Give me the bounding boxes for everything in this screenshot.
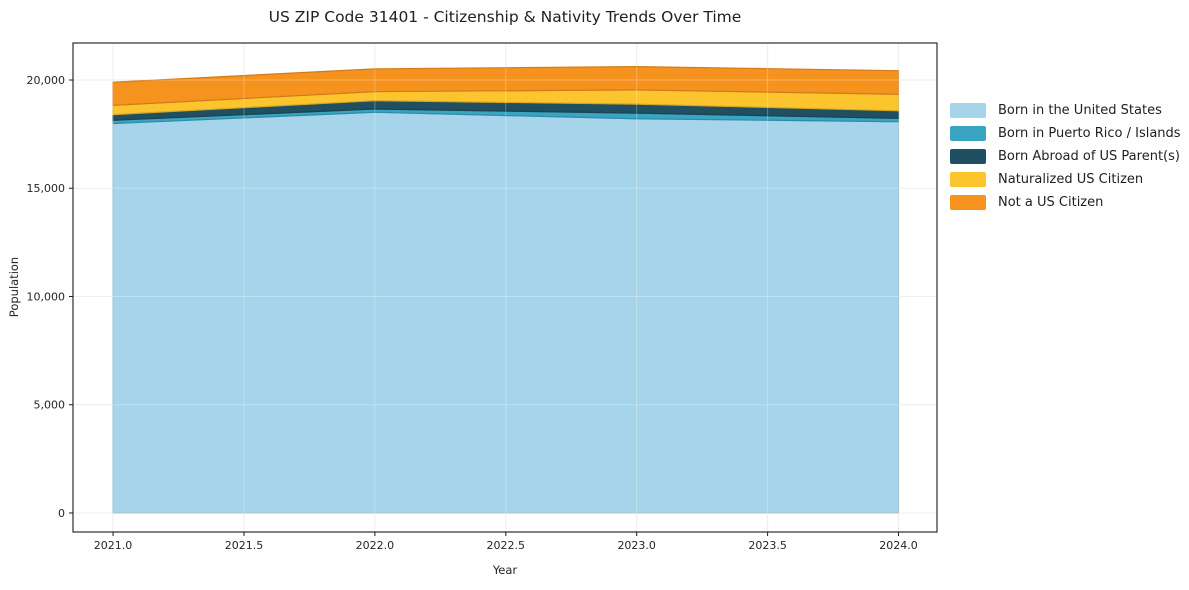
legend-swatch: [950, 172, 986, 187]
legend-label: Born Abroad of US Parent(s): [998, 149, 1180, 164]
x-tick-label: 2023.5: [748, 539, 787, 552]
legend-label: Born in the United States: [998, 103, 1162, 118]
legend-item: Naturalized US Citizen: [950, 172, 1181, 187]
legend-item: Born in Puerto Rico / Islands: [950, 126, 1181, 141]
legend-swatch: [950, 103, 986, 118]
legend-swatch: [950, 149, 986, 164]
y-tick-label: 5,000: [34, 399, 66, 412]
legend-item: Born Abroad of US Parent(s): [950, 149, 1181, 164]
x-tick-label: 2023.0: [617, 539, 656, 552]
legend-item: Born in the United States: [950, 103, 1181, 118]
legend-swatch: [950, 126, 986, 141]
legend-swatch: [950, 195, 986, 210]
chart-title: US ZIP Code 31401 - Citizenship & Nativi…: [268, 8, 742, 26]
y-tick-label: 15,000: [27, 182, 66, 195]
x-tick-label: 2021.5: [225, 539, 264, 552]
legend-item: Not a US Citizen: [950, 195, 1181, 210]
legend-label: Born in Puerto Rico / Islands: [998, 126, 1181, 141]
y-tick-label: 0: [58, 507, 65, 520]
plot-border: [72, 42, 938, 533]
legend: Born in the United States Born in Puerto …: [950, 103, 1181, 210]
x-tick-label: 2022.0: [356, 539, 395, 552]
y-tick-label: 10,000: [27, 290, 66, 303]
legend-label: Naturalized US Citizen: [998, 172, 1144, 187]
area-series-4: [112, 65, 900, 106]
y-tick-label: 20,000: [27, 74, 66, 87]
y-axis-title: Population: [7, 256, 21, 318]
x-tick-label: 2021.0: [94, 539, 133, 552]
x-tick-label: 2022.5: [487, 539, 526, 552]
x-tick-label: 2024.0: [879, 539, 918, 552]
legend-label: Not a US Citizen: [998, 195, 1104, 210]
x-axis-title: Year: [492, 563, 518, 577]
